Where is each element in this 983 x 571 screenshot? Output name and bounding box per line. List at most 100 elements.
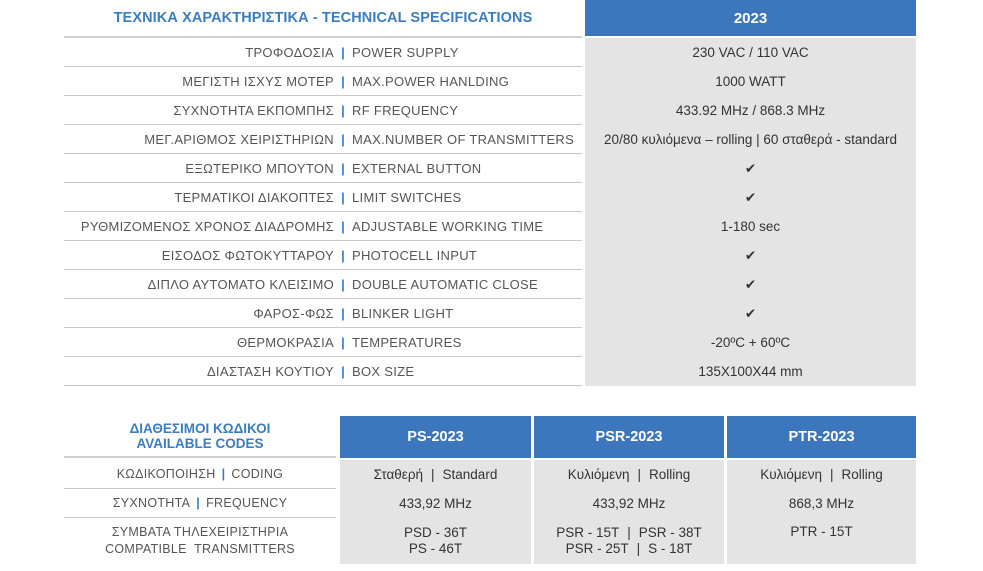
spec-label-greek: ΕΙΣΟΔΟΣ ΦΩΤΟΚΥΤΤΑΡΟΥ bbox=[161, 247, 334, 263]
transmitter-line: PSR - 15T | PSR - 38T bbox=[556, 525, 702, 541]
transmitters-label-english: COMPATIBLE TRANSMITTERS bbox=[105, 542, 295, 556]
spec-value: 230 VAC / 110 VAC bbox=[585, 38, 916, 67]
codes-title-english: AVAILABLE CODES bbox=[136, 436, 264, 451]
coding-value: Rolling bbox=[841, 466, 883, 482]
spec-label: ΜΕΓΙΣΤΗ ΙΣΧΥΣ ΜΟΤΕΡ | MAX.POWER HANLDING bbox=[64, 67, 582, 96]
spec-label-greek: ΡΥΘΜΙΖΟΜΕΝΟΣ ΧΡΟΝΟΣ ΔΙΑΔΡΟΜΗΣ bbox=[80, 218, 334, 234]
codes-title-greek: ΔΙΑΘΕΣΙΜΟΙ ΚΩΔΙΚΟΙ bbox=[129, 421, 271, 436]
spec-value: 20/80 κυλιόμενα – rolling | 60 σταθερά -… bbox=[585, 125, 916, 154]
spec-label: ΔΙΠΛΟ ΑΥΤΟΜΑΤΟ ΚΛΕΙΣΙΜΟ | DOUBLE AUTOMATIC… bbox=[64, 270, 582, 299]
coding-value: Rolling bbox=[648, 466, 691, 482]
transmitters-cell-psr: PSR - 15T | PSR - 38T PSR - 25T | S - 18T bbox=[534, 518, 724, 564]
spec-label-english: MAX.NUMBER OF TRANSMITTERS bbox=[352, 131, 575, 147]
label-separator: | bbox=[341, 247, 345, 263]
coding-label-greek: ΚΩΔΙΚΟΠΟΙΗΣΗ bbox=[116, 467, 216, 481]
spec-model-header: 2023 bbox=[585, 0, 916, 36]
spec-row: ΦΑΡΟΣ-ΦΩΣ | BLINKER LIGHT ✔ bbox=[64, 299, 916, 328]
spec-label: ΤΕΡΜΑΤΙΚΟΙ ΔΙΑΚΟΠΤΕΣ | LIMIT SWITCHES bbox=[64, 183, 582, 212]
spec-label: ΤΡΟΦΟΔΟΣΙΑ | POWER SUPPLY bbox=[64, 38, 582, 67]
label-separator: | bbox=[341, 131, 345, 147]
spec-label-english: BLINKER LIGHT bbox=[352, 305, 454, 321]
value-separator: | bbox=[637, 466, 641, 482]
coding-value: Κυλιόμενη bbox=[567, 466, 630, 482]
spec-label-greek: ΔΙΑΣΤΑΣΗ ΚΟΥΤΙΟΥ bbox=[206, 363, 334, 379]
spec-label-english: PHOTOCELL INPUT bbox=[352, 247, 478, 263]
spec-row: ΕΞΩΤΕΡΙΚΟ ΜΠΟΥΤΟΝ | EXTERNAL BUTTON ✔ bbox=[64, 154, 916, 183]
spec-label-greek: ΦΑΡΟΣ-ΦΩΣ bbox=[253, 305, 334, 321]
spec-value: 135X100X44 mm bbox=[585, 357, 916, 386]
value-separator: | bbox=[636, 541, 641, 556]
check-icon: ✔ bbox=[585, 241, 916, 270]
transmitter-model: PSR - 38T bbox=[638, 525, 702, 540]
label-separator: | bbox=[341, 363, 345, 379]
spec-label-greek: ΔΙΠΛΟ ΑΥΤΟΜΑΤΟ ΚΛΕΙΣΙΜΟ bbox=[147, 276, 334, 292]
coding-cell-ps: Σταθερή | Standard bbox=[340, 460, 531, 489]
value-separator: | bbox=[627, 525, 631, 540]
transmitter-model: PSD - 36T bbox=[403, 525, 468, 540]
value-separator: | bbox=[829, 466, 834, 482]
transmitters-row-label: ΣΥΜΒΑΤΑ ΤΗΛΕΧΕΙΡΙΣΤΗΡΙΑ COMPATIBLE TRANS… bbox=[64, 518, 336, 564]
spec-label-greek: ΜΕΓΙΣΤΗ ΙΣΧΥΣ ΜΟΤΕΡ bbox=[182, 73, 334, 89]
spec-row: ΤΕΡΜΑΤΙΚΟΙ ΔΙΑΚΟΠΤΕΣ | LIMIT SWITCHES ✔ bbox=[64, 183, 916, 212]
label-separator: | bbox=[341, 334, 345, 350]
spec-label: ΦΑΡΟΣ-ΦΩΣ | BLINKER LIGHT bbox=[64, 299, 582, 328]
check-icon: ✔ bbox=[585, 183, 916, 212]
label-separator: | bbox=[196, 496, 201, 510]
transmitter-model: PS - 46T bbox=[408, 541, 463, 556]
transmitters-label-greek: ΣΥΜΒΑΤΑ ΤΗΛΕΧΕΙΡΙΣΤΗΡΙΑ bbox=[111, 525, 289, 539]
label-separator: | bbox=[341, 189, 345, 205]
spec-label: ΔΙΑΣΤΑΣΗ ΚΟΥΤΙΟΥ | BOX SIZE bbox=[64, 357, 582, 386]
spec-label-english: POWER SUPPLY bbox=[352, 44, 459, 60]
spec-row: ΡΥΘΜΙΖΟΜΕΝΟΣ ΧΡΟΝΟΣ ΔΙΑΔΡΟΜΗΣ | ADJUSTABLE… bbox=[64, 212, 916, 241]
label-separator: | bbox=[341, 44, 345, 60]
coding-value: Standard bbox=[442, 466, 498, 482]
spec-row: ΣΥΧΝΟΤΗΤΑ ΕΚΠΟΜΠΗΣ | RF FREQUENCY 433.92 MH… bbox=[64, 96, 916, 125]
spec-label-english: MAX.POWER HANLDING bbox=[352, 73, 510, 89]
spec-value: -20ºC + 60ºC bbox=[585, 328, 916, 357]
model-header-ps: PS-2023 bbox=[340, 416, 531, 458]
coding-value: Κυλιόμενη bbox=[760, 466, 822, 482]
spec-label-english: BOX SIZE bbox=[352, 363, 415, 379]
check-icon: ✔ bbox=[585, 270, 916, 299]
spec-label: ΡΥΘΜΙΖΟΜΕΝΟΣ ΧΡΟΝΟΣ ΔΙΑΔΡΟΜΗΣ | ADJUSTABLE… bbox=[64, 212, 582, 241]
spec-label: ΘΕΡΜΟΚΡΑΣΙΑ | TEMPERATURES bbox=[64, 328, 582, 357]
frequency-row-label: ΣΥΧΝΟΤΗΤΑ | FREQUENCY bbox=[64, 489, 336, 518]
spec-label-english: TEMPERATURES bbox=[352, 334, 462, 350]
spec-label-greek: ΕΞΩΤΕΡΙΚΟ ΜΠΟΥΤΟΝ bbox=[185, 160, 334, 176]
spec-label: ΕΞΩΤΕΡΙΚΟ ΜΠΟΥΤΟΝ | EXTERNAL BUTTON bbox=[64, 154, 582, 183]
spec-label-english: ADJUSTABLE WORKING TIME bbox=[352, 218, 544, 234]
spec-label-greek: ΜΕΓ.ΑΡΙΘΜΟΣ ΧΕΙΡΙΣΤΗΡΙΩΝ bbox=[144, 131, 334, 147]
spec-label-greek: ΘΕΡΜΟΚΡΑΣΙΑ bbox=[236, 334, 334, 350]
spec-label-english: RF FREQUENCY bbox=[352, 102, 459, 118]
coding-cell-ptr: Κυλιόμενη | Rolling bbox=[727, 460, 916, 489]
spec-label-greek: ΣΥΧΝΟΤΗΤΑ ΕΚΠΟΜΠΗΣ bbox=[173, 102, 334, 118]
spec-row: ΕΙΣΟΔΟΣ ΦΩΤΟΚΥΤΤΑΡΟΥ | PHOTOCELL INPUT ✔ bbox=[64, 241, 916, 270]
spec-row: ΘΕΡΜΟΚΡΑΣΙΑ | TEMPERATURES -20ºC + 60ºC bbox=[64, 328, 916, 357]
spec-label: ΣΥΧΝΟΤΗΤΑ ΕΚΠΟΜΠΗΣ | RF FREQUENCY bbox=[64, 96, 582, 125]
label-separator: | bbox=[341, 305, 345, 321]
spec-label-english: EXTERNAL BUTTON bbox=[352, 160, 482, 176]
transmitter-line: PSR - 25T | S - 18T bbox=[566, 541, 693, 557]
spec-row: ΔΙΑΣΤΑΣΗ ΚΟΥΤΙΟΥ | BOX SIZE 135X100X44 mm bbox=[64, 357, 916, 386]
label-separator: | bbox=[341, 160, 345, 176]
codes-table-title: ΔΙΑΘΕΣΙΜΟΙ ΚΩΔΙΚΟΙ AVAILABLE CODES bbox=[64, 416, 336, 458]
transmitter-model: PSR - 25T bbox=[565, 541, 629, 556]
frequency-label-greek: ΣΥΧΝΟΤΗΤΑ bbox=[112, 496, 191, 510]
spec-value: 1-180 sec bbox=[585, 212, 916, 241]
spec-label: ΕΙΣΟΔΟΣ ΦΩΤΟΚΥΤΤΑΡΟΥ | PHOTOCELL INPUT bbox=[64, 241, 582, 270]
transmitter-model: PSR - 15T bbox=[556, 525, 620, 540]
spec-label-greek: ΤΕΡΜΑΤΙΚΟΙ ΔΙΑΚΟΠΤΕΣ bbox=[174, 189, 334, 205]
transmitters-cell-ptr: PTR - 15T bbox=[727, 518, 916, 564]
label-separator: | bbox=[341, 102, 345, 118]
coding-row-label: ΚΩΔΙΚΟΠΟΙΗΣΗ | CODING bbox=[64, 460, 336, 489]
transmitter-model: PTR - 15T bbox=[790, 524, 853, 539]
spec-value: 433.92 MHz / 868.3 MHz bbox=[585, 96, 916, 125]
coding-label-english: CODING bbox=[231, 467, 284, 481]
frequency-cell-ps: 433,92 MHz bbox=[340, 489, 531, 518]
spec-label: ΜΕΓ.ΑΡΙΘΜΟΣ ΧΕΙΡΙΣΤΗΡΙΩΝ | MAX.NUMBER OF T… bbox=[64, 125, 582, 154]
spec-row: ΜΕΓΙΣΤΗ ΙΣΧΥΣ ΜΟΤΕΡ | MAX.POWER HANLDING 10… bbox=[64, 67, 916, 96]
transmitters-cell-ps: PSD - 36T PS - 46T bbox=[340, 518, 531, 564]
spec-label-greek: ΤΡΟΦΟΔΟΣΙΑ bbox=[245, 44, 334, 60]
check-icon: ✔ bbox=[585, 299, 916, 328]
frequency-label-english: FREQUENCY bbox=[206, 496, 288, 510]
